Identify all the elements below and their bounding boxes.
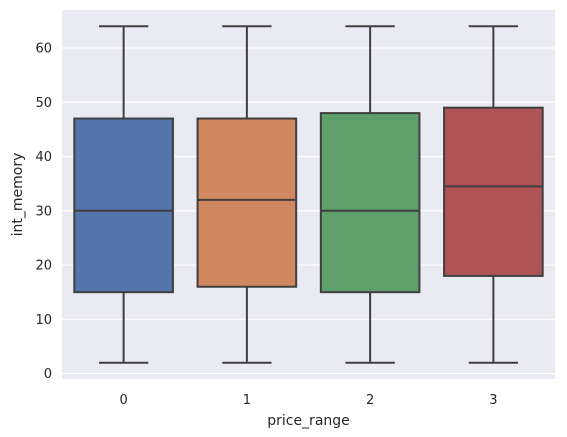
x-tick-label: 2	[366, 393, 374, 408]
y-tick-label: 50	[35, 96, 52, 111]
x-tick-label: 3	[489, 393, 497, 408]
y-tick-label: 30	[35, 204, 52, 219]
box-series	[73, 25, 544, 364]
y-tick-label: 10	[35, 313, 52, 328]
box-3	[443, 25, 544, 364]
x-tick-label: 1	[243, 393, 251, 408]
box-iqr	[73, 117, 174, 294]
y-axis-label: int_memory	[10, 153, 26, 237]
y-tick-label: 20	[35, 259, 52, 274]
y-tick-label: 40	[35, 150, 52, 165]
x-axis-ticks: 0 1 2 3	[119, 393, 497, 408]
box-1	[196, 25, 298, 364]
box-iqr	[443, 106, 544, 277]
y-axis-ticks: 0 10 20 30 40 50 60	[35, 41, 52, 382]
box-iqr	[196, 117, 298, 288]
x-tick-label: 0	[119, 393, 127, 408]
box-2	[319, 25, 421, 364]
box-iqr	[319, 112, 421, 294]
y-tick-label: 0	[44, 367, 52, 382]
box-0	[73, 25, 174, 364]
x-axis-label: price_range	[267, 413, 350, 429]
y-tick-label: 60	[35, 41, 52, 56]
